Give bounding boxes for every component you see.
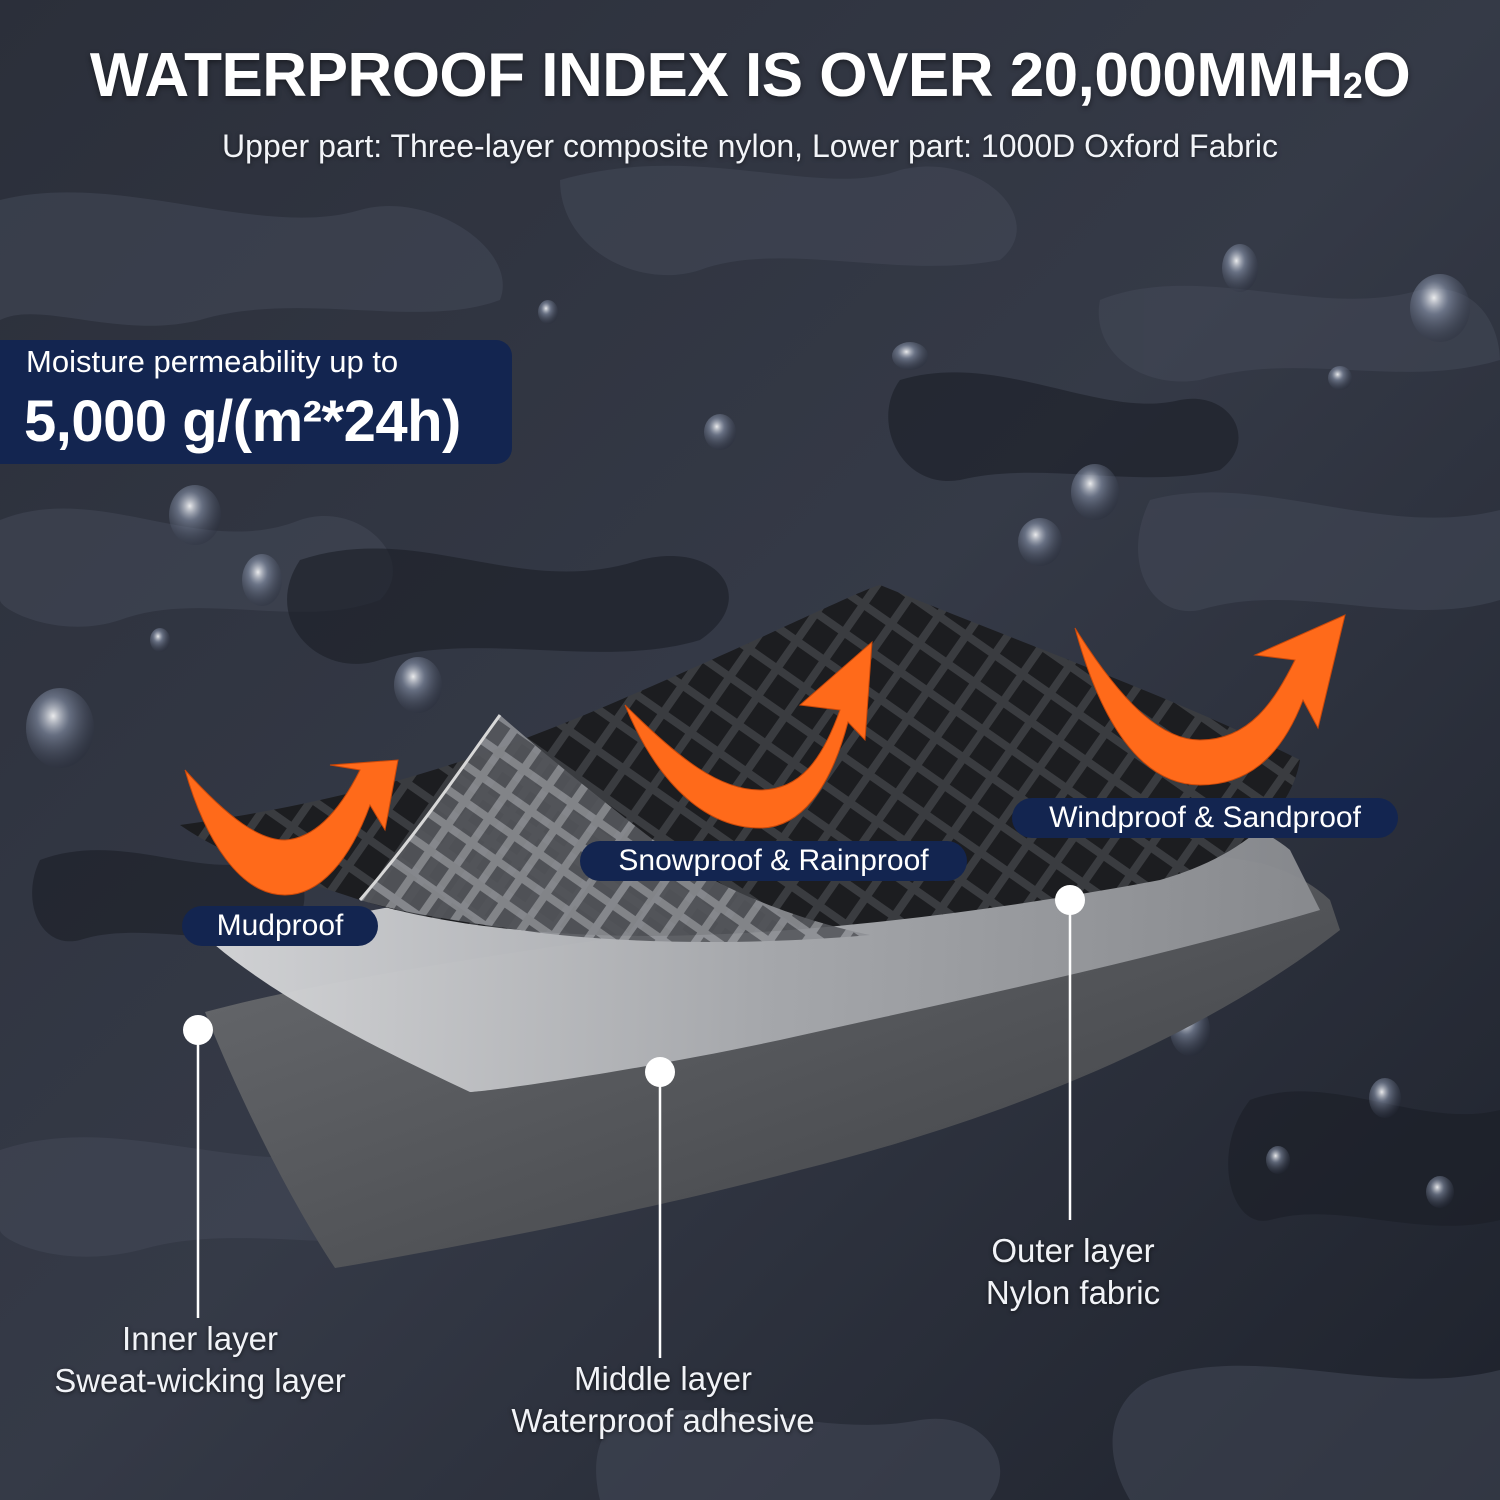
moisture-value: 5,000 g/(m²*24h)	[24, 389, 461, 454]
middle-layer-desc: Waterproof adhesive	[511, 1402, 815, 1439]
outer-layer-desc: Nylon fabric	[985, 1274, 1161, 1311]
middle-layer-label: Middle layer Waterproof adhesive	[460, 1358, 866, 1442]
inner-layer-desc: Sweat-wicking layer	[54, 1362, 346, 1399]
title-subscript: 2	[1342, 65, 1363, 106]
title-main-text: WATERPROOF INDEX IS OVER 20,000MMH	[89, 41, 1344, 110]
outer-layer-label: Outer layer Nylon fabric	[920, 1230, 1226, 1314]
mudproof-badge: Mudproof	[182, 906, 378, 946]
moisture-label: Moisture permeability up to	[26, 344, 399, 379]
outer-layer-name: Outer layer	[991, 1232, 1155, 1269]
windproof-badge: Windproof & Sandproof	[1012, 798, 1398, 838]
inner-layer-label: Inner layer Sweat-wicking layer	[0, 1318, 400, 1402]
snowproof-badge: Snowproof & Rainproof	[580, 841, 967, 881]
title-end-text: O	[1362, 41, 1411, 110]
middle-layer-name: Middle layer	[574, 1360, 752, 1397]
moisture-badge	[0, 340, 512, 464]
page-title: WATERPROOF INDEX IS OVER 20,000MMH2O	[0, 40, 1500, 111]
page-subtitle: Upper part: Three-layer composite nylon,…	[222, 128, 1278, 164]
inner-layer-name: Inner layer	[122, 1320, 278, 1357]
